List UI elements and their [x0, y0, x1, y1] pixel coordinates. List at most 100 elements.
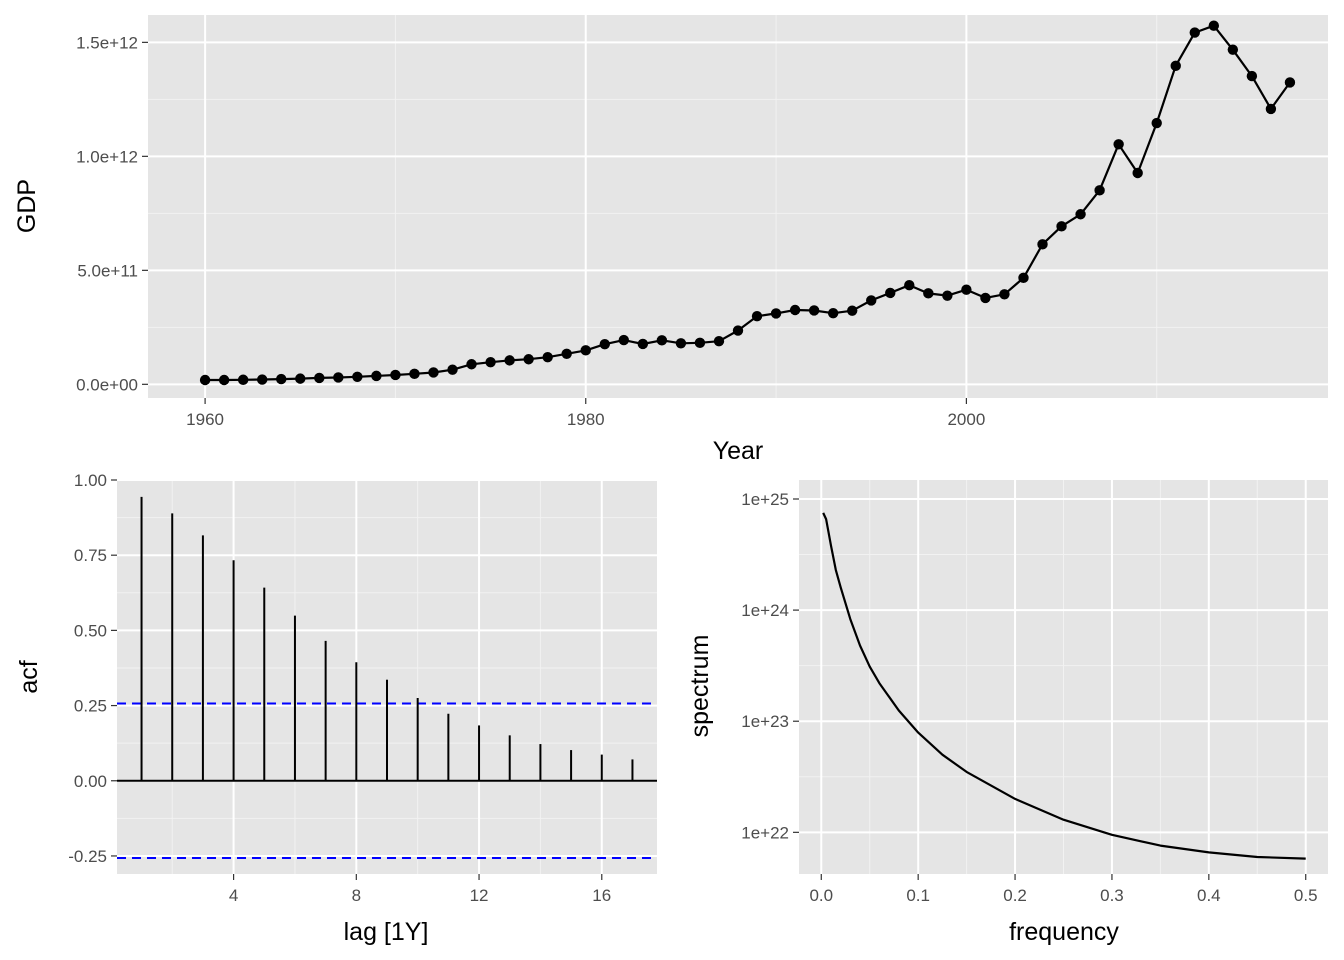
gdp-data-point [1018, 272, 1029, 284]
gdp-data-point [599, 338, 610, 350]
gdp-data-point [1189, 27, 1200, 38]
acf-y-tick-label: 0.25 [74, 697, 107, 716]
spectrum-x-tick-label: 0.4 [1197, 886, 1221, 905]
gdp-data-point [237, 374, 249, 385]
gdp-data-point [1075, 209, 1086, 220]
gdp-data-point [542, 351, 553, 363]
gdp-data-point [618, 334, 630, 346]
acf-y-tick-label: 1.00 [74, 471, 107, 490]
acf-y-tick-label: -0.25 [68, 847, 107, 866]
gdp-x-tick-label: 1960 [186, 410, 224, 429]
gdp-data-point [466, 359, 477, 370]
acf-x-axis-title: lag [1Y] [344, 918, 429, 946]
gdp-data-point [218, 374, 230, 386]
gdp-series-line [205, 24, 1291, 382]
gdp-data-point [885, 287, 896, 299]
gdp-data-point [1284, 77, 1296, 88]
gdp-y-axis-title: GDP [13, 179, 41, 233]
gdp-x-tick-label: 2000 [947, 410, 985, 429]
gdp-data-point [789, 304, 801, 316]
gdp-grid [148, 15, 1328, 398]
gdp-data-point [866, 295, 877, 306]
gdp-data-point [751, 310, 763, 322]
gdp-data-point [942, 290, 953, 301]
spectrum-x-tick-label: 0.3 [1100, 886, 1124, 905]
acf-x-tick-label: 12 [470, 886, 489, 905]
gdp-data-point [1056, 221, 1067, 232]
spectrum-axes: 0.0 0.1 0.2 0.3 0.4 0.5 1e+22 1e+23 1e+24 1e+25 [741, 490, 1317, 905]
acf-plot-panel [117, 480, 657, 874]
spectrum-y-tick-label: 1e+22 [741, 823, 789, 842]
gdp-data-point [1151, 117, 1162, 129]
gdp-data-point [904, 279, 915, 291]
acf-axes: 4 8 12 16 -0.25 0.00 0.25 0.50 0.75 1.00 [68, 471, 611, 905]
spectrum-x-tick-label: 0.2 [1003, 886, 1027, 905]
gdp-data-point [1227, 44, 1239, 55]
gdp-data-point [1132, 167, 1143, 179]
gdp-y-tick-label: 1.5e+12 [76, 33, 138, 52]
gdp-data-point [428, 367, 439, 378]
gdp-data-point [485, 357, 496, 368]
gdp-y-tick-label: 1.0e+12 [76, 147, 138, 166]
acf-x-tick-label: 16 [592, 886, 611, 905]
gdp-data-point [447, 364, 458, 375]
acf-chart: 4 8 12 16 -0.25 0.00 0.25 0.50 0.75 1.00 lag [1Y]… [15, 471, 657, 946]
spectrum-x-tick-label: 0.5 [1294, 886, 1318, 905]
gdp-data-point [923, 288, 934, 299]
spectrum-x-tick-label: 0.0 [809, 886, 833, 905]
gdp-data-point [1094, 185, 1105, 196]
gdp-data-point [808, 305, 820, 316]
gdp-y-tick-label: 0.0e+00 [76, 375, 138, 394]
gdp-data-point [352, 371, 363, 382]
gdp-axes: 1960 1980 2000 0.0e+00 5.0e+11 1.0e+12 1.5e+12 [76, 33, 985, 429]
gdp-data-point [409, 368, 420, 380]
spectrum-grid [799, 480, 1328, 874]
gdp-data-point [713, 336, 725, 347]
gdp-data-point [523, 354, 534, 365]
gdp-data-point [1170, 60, 1181, 72]
acf-y-tick-label: 0.00 [74, 772, 107, 791]
gdp-data-point [256, 374, 268, 385]
gdp-data-point [371, 370, 382, 382]
gdp-x-tick-label: 1980 [567, 410, 605, 429]
gdp-data-point [580, 345, 591, 356]
gdp-data-point [561, 348, 572, 359]
gdp-data-point [276, 373, 287, 385]
gdp-data-point [1113, 139, 1124, 150]
gdp-data-point [961, 284, 972, 295]
gdp-data-point [846, 305, 858, 316]
gdp-data-point [827, 307, 839, 319]
gdp-data-point [1265, 103, 1277, 115]
gdp-chart: 1960 1980 2000 0.0e+00 5.0e+11 1.0e+12 1.5e+12… [13, 15, 1328, 465]
gdp-data-point [999, 289, 1010, 300]
gdp-data-point [980, 292, 991, 304]
gdp-data-point [333, 372, 344, 383]
gdp-data-point [504, 355, 515, 366]
gdp-data-point [770, 308, 782, 319]
spectrum-series-line [822, 512, 1306, 860]
spectrum-y-tick-label: 1e+23 [741, 712, 789, 731]
gdp-data-point [732, 325, 744, 336]
spectrum-x-tick-label: 0.1 [906, 886, 930, 905]
gdp-plot-panel [148, 15, 1328, 398]
gdp-data-point [390, 369, 401, 381]
spectrum-y-tick-label: 1e+24 [741, 601, 789, 620]
spectrum-y-tick-label: 1e+25 [741, 490, 789, 509]
acf-y-tick-label: 0.50 [74, 621, 107, 640]
gdp-data-point [675, 338, 687, 349]
gdp-data-point [1037, 239, 1048, 250]
gdp-data-point [295, 373, 306, 384]
acf-y-axis-title: acf [15, 660, 43, 693]
gdp-data-point [199, 374, 211, 386]
acf-marks [117, 496, 657, 860]
spectrum-x-axis-title: frequency [1009, 918, 1119, 946]
spectrum-marks [822, 512, 1306, 860]
spectrum-chart: 0.0 0.1 0.2 0.3 0.4 0.5 1e+22 1e+23 1e+24 1e+25 f… [686, 480, 1328, 946]
gdp-data-point [694, 337, 706, 349]
gdp-y-tick-label: 5.0e+11 [77, 261, 138, 280]
spectrum-y-axis-title: spectrum [686, 635, 714, 738]
gdp-data-point [314, 372, 325, 384]
gdp-x-axis-title: Year [713, 437, 764, 465]
gdp-data-point [637, 338, 649, 350]
